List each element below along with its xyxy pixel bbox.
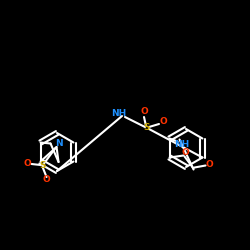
Text: S: S [39,160,46,170]
Text: NH: NH [112,108,127,118]
Text: O: O [140,108,148,116]
Text: O: O [43,176,50,184]
Text: O: O [24,160,32,168]
Text: O: O [182,148,190,157]
Text: S: S [144,124,150,132]
Text: O: O [159,118,167,126]
Text: N: N [55,140,62,148]
Text: O: O [206,160,214,169]
Text: NH: NH [174,140,189,149]
